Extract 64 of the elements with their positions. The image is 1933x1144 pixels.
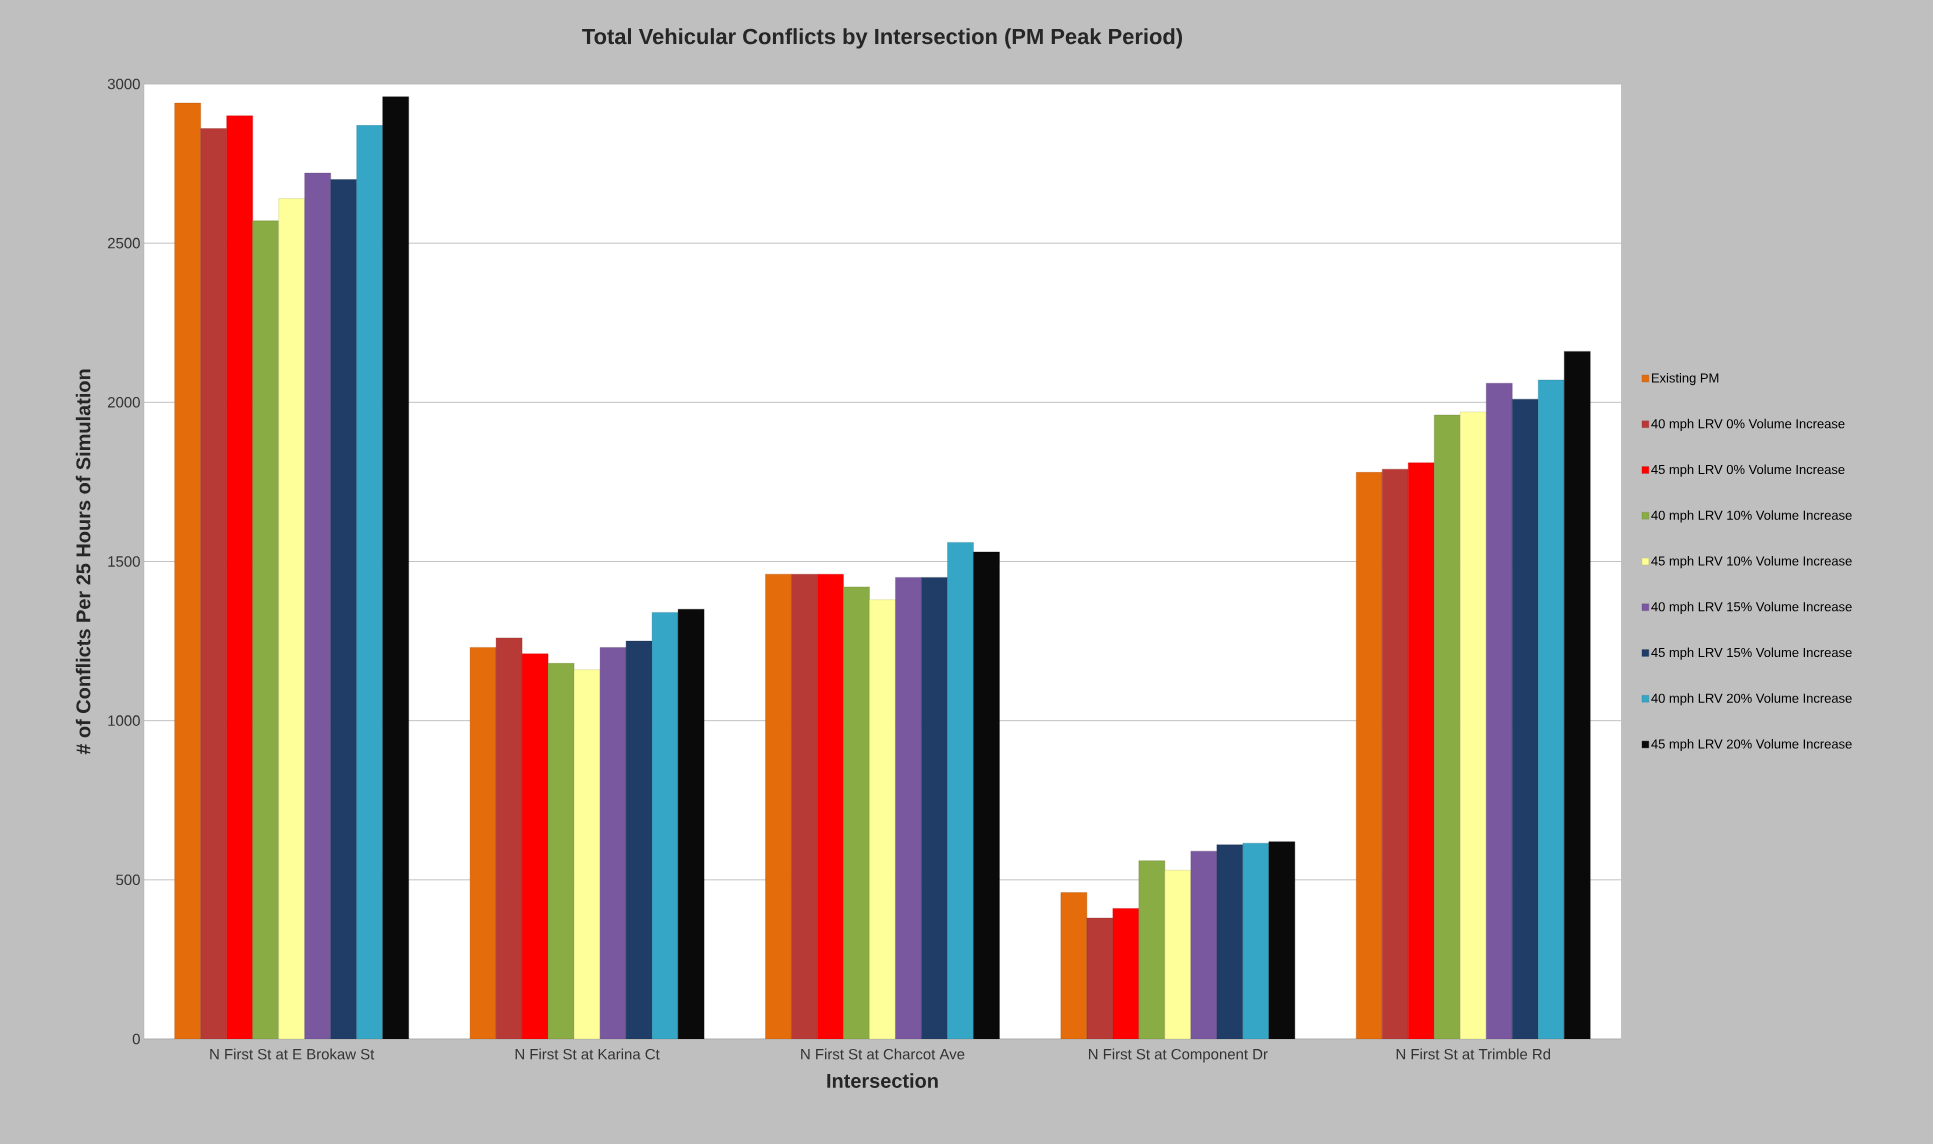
legend-label: 40 mph LRV 10% Volume Increase bbox=[1651, 510, 1852, 523]
bar bbox=[625, 640, 653, 1039]
legend-label: 45 mph LRV 20% Volume Increase bbox=[1651, 739, 1852, 752]
bar bbox=[200, 128, 227, 1039]
bar bbox=[330, 179, 357, 1039]
bar bbox=[252, 220, 279, 1039]
legend-label: 40 mph LRV 15% Volume Increase bbox=[1651, 601, 1852, 614]
x-tick-label: N First St at Karina Ct bbox=[515, 1048, 660, 1060]
bar bbox=[1434, 414, 1461, 1039]
bar bbox=[1138, 860, 1166, 1039]
bar bbox=[469, 647, 497, 1039]
bar bbox=[573, 669, 601, 1039]
bar bbox=[304, 172, 331, 1039]
bar bbox=[921, 577, 948, 1039]
legend-label: 40 mph LRV 20% Volume Increase bbox=[1651, 693, 1852, 706]
bar bbox=[1216, 844, 1244, 1039]
bar bbox=[278, 198, 305, 1039]
bar bbox=[1356, 472, 1383, 1039]
y-tick-label: 1500 bbox=[108, 556, 140, 567]
bar bbox=[1538, 379, 1565, 1039]
x-axis-title: Intersection bbox=[827, 1073, 938, 1088]
bar bbox=[1112, 908, 1140, 1039]
x-tick-label: N First St at Charcot Ave bbox=[801, 1048, 965, 1060]
bar bbox=[547, 663, 575, 1039]
bar bbox=[495, 637, 523, 1039]
bar bbox=[174, 102, 201, 1039]
bar bbox=[1164, 870, 1192, 1039]
bar bbox=[765, 574, 792, 1039]
chart-title: Total Vehicular Conflicts by Intersection (PM Peak Period) bbox=[582, 28, 1182, 49]
bar bbox=[1382, 469, 1409, 1039]
y-tick-label: 2000 bbox=[107, 397, 140, 408]
bar bbox=[651, 612, 679, 1039]
bar bbox=[1242, 843, 1270, 1039]
bar bbox=[843, 586, 870, 1039]
bar bbox=[1060, 892, 1088, 1039]
x-tick-label: N First St at Trimble Rd bbox=[1396, 1048, 1551, 1060]
bar bbox=[947, 542, 974, 1039]
y-tick-label: 1000 bbox=[108, 715, 140, 726]
bar bbox=[599, 647, 627, 1039]
y-axis-title: # of Conflicts Per 25 Hours of Simulation bbox=[75, 369, 91, 755]
bar bbox=[1460, 411, 1487, 1039]
bar bbox=[895, 577, 922, 1039]
bar bbox=[1190, 851, 1218, 1039]
y-tick-label: 0 bbox=[132, 1033, 140, 1045]
legend-label: 45 mph LRV 0% Volume Increase bbox=[1651, 464, 1845, 477]
legend-label: Existing PM bbox=[1652, 373, 1719, 386]
bar bbox=[1486, 383, 1513, 1039]
bar bbox=[1086, 917, 1114, 1039]
legend-label: 45 mph LRV 10% Volume Increase bbox=[1651, 556, 1852, 569]
bar bbox=[356, 125, 383, 1039]
y-tick-label: 500 bbox=[116, 874, 140, 886]
bar bbox=[1408, 462, 1435, 1039]
x-tick-label: N First St at E Brokaw St bbox=[210, 1048, 375, 1060]
bar bbox=[226, 115, 253, 1039]
legend-label: 45 mph LRV 15% Volume Increase bbox=[1651, 647, 1852, 660]
y-tick-label: 2500 bbox=[107, 237, 140, 249]
bar bbox=[1512, 398, 1539, 1039]
bar bbox=[521, 653, 549, 1039]
x-tick-label: N First St at Component Dr bbox=[1088, 1048, 1268, 1063]
y-tick-label: 3000 bbox=[107, 78, 140, 90]
legend-label: 40 mph LRV 0% Volume Increase bbox=[1651, 418, 1845, 431]
bar bbox=[817, 574, 844, 1039]
bar bbox=[791, 574, 818, 1039]
bar bbox=[869, 599, 896, 1039]
